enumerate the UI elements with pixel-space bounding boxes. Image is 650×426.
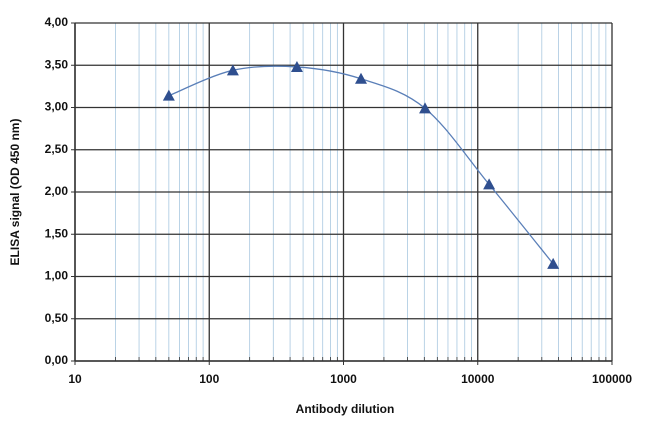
x-tick-label: 100000 xyxy=(592,372,632,386)
x-axis-title: Antibody dilution xyxy=(296,402,395,416)
y-tick-label: 2,50 xyxy=(45,142,69,156)
y-tick-label: 4,00 xyxy=(45,15,69,29)
marker xyxy=(290,60,303,72)
marker xyxy=(547,257,560,269)
y-tick-label: 1,50 xyxy=(45,226,69,240)
y-tick-label: 3,00 xyxy=(45,100,69,114)
x-tick-label: 10000 xyxy=(461,372,495,386)
x-tick-label: 100 xyxy=(199,372,219,386)
y-tick-label: 2,00 xyxy=(45,184,69,198)
y-tick-label: 0,50 xyxy=(45,311,69,325)
marker xyxy=(483,178,496,190)
y-tick-label: 0,00 xyxy=(45,353,69,367)
y-tick-label: 1,00 xyxy=(45,269,69,283)
marker xyxy=(226,64,239,76)
marker xyxy=(354,72,367,84)
y-axis-title: ELISA signal (OD 450 nm) xyxy=(8,119,22,266)
x-tick-label: 10 xyxy=(68,372,82,386)
marker xyxy=(162,89,175,101)
y-tick-label: 3,50 xyxy=(45,57,69,71)
x-tick-label: 1000 xyxy=(330,372,357,386)
marker xyxy=(419,102,432,114)
